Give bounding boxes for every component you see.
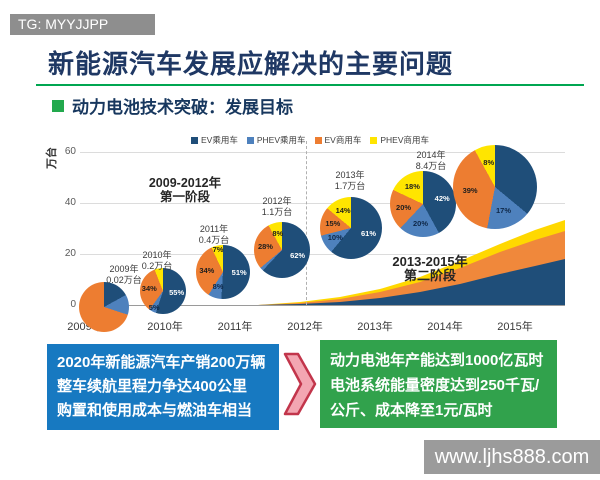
callout-right-line: 电池系统能量密度达到250千瓦/: [330, 377, 540, 394]
page-title: 新能源汽车发展应解决的主要问题: [48, 49, 454, 79]
pie-slice-label: 17%: [496, 205, 512, 215]
pie-caption-line: 0.4万台: [198, 235, 230, 245]
pie-slice-label: 5%: [148, 303, 160, 313]
pie-slice-label: 61%: [360, 229, 376, 239]
pie-slice-label: 28%: [257, 241, 273, 251]
callout-right-line: 动力电池年产能达到1000亿瓦时: [330, 352, 544, 369]
stage-annotation: 2009-2012年 第一阶段: [105, 176, 265, 204]
legend-label: EV乘用车: [201, 135, 238, 145]
legend-swatch: [191, 136, 198, 144]
legend-label: PHEV商用车: [380, 135, 429, 145]
pie-slice-label: 7%: [212, 244, 224, 254]
pie-caption-line: 2013年: [335, 170, 365, 180]
pie-2014年: [390, 171, 456, 237]
pie-slice-label: 14%: [335, 206, 351, 216]
pie-slice-label: 39%: [462, 185, 478, 195]
pie-caption: 2009年 0.02万台: [84, 264, 164, 286]
gridline: [80, 152, 565, 153]
legend-item: EV乘用车: [191, 134, 238, 146]
pie-slice-label: 15%: [325, 218, 341, 228]
y-tick-label: 0: [70, 299, 76, 310]
pie-slice-label: 8%: [212, 282, 224, 292]
pie-slice-label: 42%: [434, 194, 450, 204]
pie-caption: 2010年 0.2万台: [117, 250, 197, 272]
legend-label: EV商用车: [324, 135, 362, 145]
legend-swatch: [314, 136, 322, 144]
x-tick-label: 2015年: [497, 321, 533, 333]
arrow-right-icon: [283, 352, 317, 416]
gridline: [80, 203, 565, 204]
callout-right: 动力电池年产能达到1000亿瓦时 电池系统能量密度达到250千瓦/ 公斤、成本降…: [320, 340, 557, 428]
stage-annotation-line: 第一阶段: [159, 190, 210, 204]
pie-caption-line: 0.02万台: [106, 275, 142, 285]
y-tick-label: 20: [64, 248, 76, 259]
legend-swatch: [246, 136, 254, 144]
pie-caption-line: 1.7万台: [334, 181, 366, 191]
pie-caption-line: 2009年: [109, 264, 139, 274]
pie-2012年: [254, 222, 310, 278]
pie-2010年: [140, 268, 186, 314]
callout-right-line: 公斤、成本降至1元/瓦时: [330, 402, 493, 419]
x-tick-label: 2013年: [357, 321, 393, 333]
callout-left-line: 购置和使用成本与燃油车相当: [57, 402, 253, 419]
bullet-square-icon: [52, 99, 64, 112]
pie-2015年: [453, 145, 537, 229]
x-tick-label: 2014年: [427, 321, 463, 333]
callout-left: 2020年新能源汽车产销200万辆 整车续航里程力争达400公里 购置和使用成本…: [47, 344, 279, 430]
stage-divider-line: [306, 141, 307, 305]
pie-caption-line: 2012年: [262, 196, 292, 206]
y-tick-label: 40: [64, 197, 76, 208]
pie-caption-line: 0.2万台: [141, 261, 173, 271]
pie-slice-label: 10%: [327, 232, 343, 242]
callout-left-line: 2020年新能源汽车产销200万辆: [57, 354, 266, 371]
x-tick-label: 2012年: [287, 321, 323, 333]
corner-tag: TG: MYYJJPP: [10, 14, 155, 35]
pie-slice-label: 20%: [396, 202, 412, 212]
legend-item: PHEV乘用车: [246, 134, 306, 146]
pie-slice-label: 51%: [231, 267, 247, 277]
stage-annotation-line: 第二阶段: [403, 268, 456, 283]
pie-slice-label: 34%: [199, 265, 215, 275]
pie-slice-label: 62%: [290, 251, 306, 261]
pie-2009年: [79, 282, 129, 332]
pie-slice-label: 8%: [483, 157, 495, 167]
y-tick-label: 60: [64, 146, 76, 157]
pie-slice-label: 8%: [272, 228, 284, 238]
section-heading: 动力电池技术突破：发展目标: [52, 93, 293, 118]
pie-caption-line: 2014年: [416, 150, 446, 160]
pie-caption-line: 2011年: [199, 224, 229, 234]
pie-2011年: [196, 245, 250, 299]
stage-annotation-line: 2013-2015年: [392, 254, 468, 269]
x-tick-label: 2011年: [217, 321, 253, 333]
x-tick-label: 2010年: [147, 321, 183, 333]
pie-caption: 2011年 0.4万台: [174, 224, 254, 246]
pie-slice-label: 34%: [141, 284, 157, 294]
watermark-site: www.ljhs888.com: [424, 440, 600, 474]
pie-slice-label: 55%: [169, 288, 185, 298]
pie-caption-line: 1.1万台: [261, 207, 293, 217]
title-underline: [36, 84, 584, 86]
pie-caption-line: 2010年: [142, 250, 172, 260]
legend-item: PHEV商用车: [370, 134, 429, 146]
y-axis-unit-label: 万台: [46, 147, 58, 169]
stage-annotation: 2013-2015年 第二阶段: [350, 255, 510, 283]
gridline: [80, 305, 565, 306]
stage-annotation-line: 2009-2012年: [148, 176, 222, 190]
legend-swatch: [370, 136, 378, 144]
chart-legend: EV乘用车 PHEV乘用车 EV商用车 PHEV商用车: [160, 134, 460, 146]
pie-caption: 2013年 1.7万台: [310, 170, 390, 192]
legend-label: PHEV乘用车: [256, 135, 306, 145]
pie-2013年: [320, 197, 382, 259]
callout-left-line: 整车续航里程力争达400公里: [57, 378, 248, 395]
pie-slice-label: 18%: [404, 182, 420, 192]
pie-caption: 2012年 1.1万台: [237, 196, 317, 218]
section-heading-text: 动力电池技术突破：发展目标: [72, 98, 293, 117]
pie-caption: 2014年 8.4万台: [391, 150, 471, 172]
pie-slice-label: 20%: [413, 218, 429, 228]
pie-caption-line: 8.4万台: [415, 161, 447, 171]
legend-item: EV商用车: [314, 134, 362, 146]
